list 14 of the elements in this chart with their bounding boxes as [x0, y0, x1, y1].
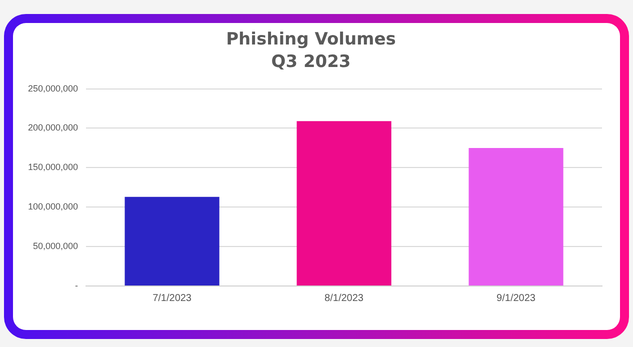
y-tick-label: 250,000,000 [28, 83, 78, 94]
x-tick-label: 7/1/2023 [152, 292, 192, 304]
y-tick-label: - [75, 280, 78, 290]
chart-subtitle: Q3 2023 [271, 52, 351, 72]
x-tick-label: 9/1/2023 [496, 292, 536, 304]
y-tick-label: 200,000,000 [28, 122, 78, 133]
y-tick-label: 150,000,000 [28, 162, 78, 172]
x-tick-label: 8/1/2023 [324, 292, 364, 304]
y-tick-label: 100,000,000 [28, 202, 78, 212]
y-tick-label: 50,000,000 [33, 241, 78, 252]
bar [124, 196, 220, 286]
bar [296, 121, 392, 286]
bar [468, 148, 564, 286]
chart-title: Phishing Volumes [226, 30, 396, 50]
